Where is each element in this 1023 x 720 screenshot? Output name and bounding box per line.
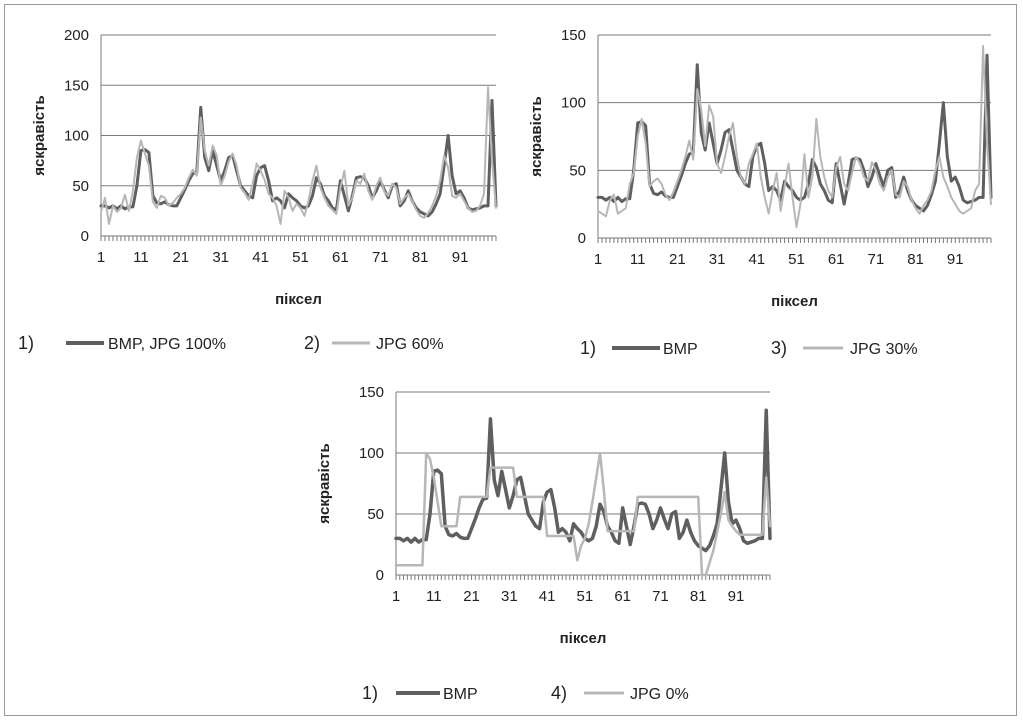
x-tick-label: 1 [392,588,400,605]
y-tick-label: 150 [359,384,384,401]
legend-label: BMP, JPG 100% [108,336,226,353]
legend: 1) BMP, JPG 100% 2) JPG 60% [18,333,444,353]
x-tick-label: 71 [868,251,885,268]
x-tick-label: 91 [728,588,745,605]
y-tick-label: 50 [367,506,384,523]
x-tick-label: 21 [172,249,189,266]
y-tick-label: 0 [376,567,384,584]
legend-label: JPG 0% [630,686,689,703]
x-tick-label: 31 [709,251,726,268]
x-tick-label: 91 [452,249,469,266]
y-tick-label: 0 [578,230,586,247]
series-line-1 [596,53,993,213]
x-tick-label: 41 [252,249,269,266]
y-axis-title: яскравість [316,443,333,523]
y-tick-label: 50 [72,178,89,195]
x-tick-label: 71 [372,249,389,266]
x-tick-label: 1 [594,251,602,268]
y-tick-label: 0 [81,228,89,245]
x-tick-label: 41 [539,588,556,605]
x-tick-label: 11 [133,249,149,266]
y-tick-label: 200 [64,27,89,44]
legend: 1) BMP 4) JPG 0% [362,683,689,703]
y-tick-label: 150 [64,77,89,94]
series-line-2 [394,451,772,577]
x-axis-title: піксел [771,293,818,310]
figure-frame [4,4,1017,716]
x-tick-label: 91 [947,251,964,268]
series-line-1 [394,408,772,553]
x-tick-label: 81 [907,251,924,268]
y-tick-label: 100 [64,128,89,145]
x-tick-label: 31 [501,588,518,605]
x-tick-label: 61 [828,251,845,268]
series-line-2 [597,44,992,229]
legend-number: 3) [771,338,787,358]
legend-label: JPG 30% [850,341,918,358]
x-tick-label: 81 [412,249,429,266]
x-tick-label: 81 [690,588,707,605]
legend-number: 4) [551,683,567,703]
y-axis-title: яскравість [31,95,48,175]
y-tick-label: 150 [561,27,586,44]
x-tick-label: 51 [788,251,805,268]
legend-label: BMP [443,686,478,703]
series-line-2 [100,86,497,225]
y-tick-label: 50 [569,162,586,179]
legend-number: 1) [362,683,378,703]
x-tick-label: 11 [426,588,442,605]
x-tick-label: 31 [212,249,229,266]
legend-label: BMP [663,341,698,358]
y-axis-title: яскравість [528,96,545,176]
x-tick-label: 1 [97,249,105,266]
x-tick-label: 21 [463,588,480,605]
x-tick-label: 61 [332,249,349,266]
x-axis-title: піксел [560,630,607,647]
x-tick-label: 61 [614,588,631,605]
legend-number: 2) [304,333,320,353]
legend-number: 1) [580,338,596,358]
x-tick-label: 51 [577,588,594,605]
legend-label: JPG 60% [376,336,444,353]
y-tick-label: 100 [359,445,384,462]
x-tick-label: 71 [652,588,669,605]
legend: 1) BMP 3) JPG 30% [580,338,918,358]
x-tick-label: 11 [630,251,646,268]
legend-number: 1) [18,333,34,353]
y-tick-label: 100 [561,95,586,112]
x-axis-title: піксел [275,291,322,308]
x-tick-label: 41 [748,251,765,268]
x-tick-label: 21 [669,251,686,268]
x-tick-label: 51 [292,249,309,266]
